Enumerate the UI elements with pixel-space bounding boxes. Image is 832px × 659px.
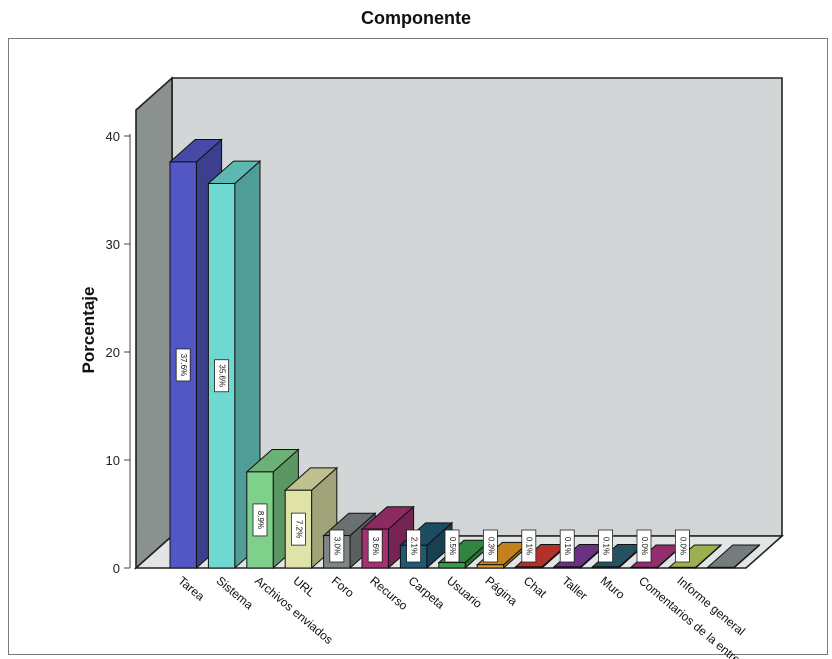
data-label: 0.0% [678,537,687,555]
data-label-box [675,529,690,563]
data-label: 3.0% [333,537,342,555]
data-label: 35.6% [217,364,226,387]
x-tick-label: Página [482,574,520,609]
data-label-box [521,529,537,563]
chart-title: Componente [361,8,471,28]
bar [707,566,735,569]
data-label: 0.0% [640,537,649,555]
data-label: 3.6% [371,537,380,555]
x-tick-label: Muro [598,574,628,603]
data-label-box [559,529,575,563]
bar [668,566,697,569]
y-tick-label: 30 [106,237,120,252]
side-wall [135,76,173,570]
bar [438,562,466,569]
x-tick-label: Taller [559,574,590,603]
data-label: 0.5% [448,537,457,555]
y-axis-label: Porcentaje [79,287,98,374]
data-label-box [636,529,652,563]
y-tick-label: 20 [106,345,120,360]
x-tick-label: Chat [521,574,550,601]
x-tick-label: Carpeta [406,574,448,612]
x-tick-label: Sistema [214,574,256,613]
data-label: 8.9% [256,511,265,529]
data-label: 2.1% [409,537,418,555]
x-tick-label: Tarea [175,574,207,604]
data-label-box [444,529,460,563]
x-tick-label: URL [290,574,318,600]
data-label-box [482,529,498,563]
bar [630,566,658,569]
data-label-box [252,503,268,537]
bar [284,489,313,569]
x-tick-label: Foro [329,574,357,601]
data-label-box [214,359,230,393]
x-tick-label: Recurso [367,574,410,614]
data-label: 0.1% [525,537,534,555]
y-tick-label: 0 [113,561,120,576]
data-label: 37.6% [179,354,188,377]
data-label-box [329,529,345,563]
y-tick-label: 10 [106,453,120,468]
data-label: 0.1% [563,537,572,555]
data-label: 0.3% [486,537,495,555]
x-tick-label: Usuario [444,574,485,612]
data-label-box [367,529,383,563]
data-label-box [406,529,422,563]
data-label: 7.2% [294,520,303,538]
data-label-box [290,512,306,546]
data-label: 0.1% [601,537,610,555]
y-tick-label: 40 [106,129,120,144]
bar [515,566,543,569]
bar [553,566,581,569]
data-label-box [598,529,613,563]
bar [476,564,505,569]
data-label-box [175,348,191,382]
bar [591,566,620,569]
